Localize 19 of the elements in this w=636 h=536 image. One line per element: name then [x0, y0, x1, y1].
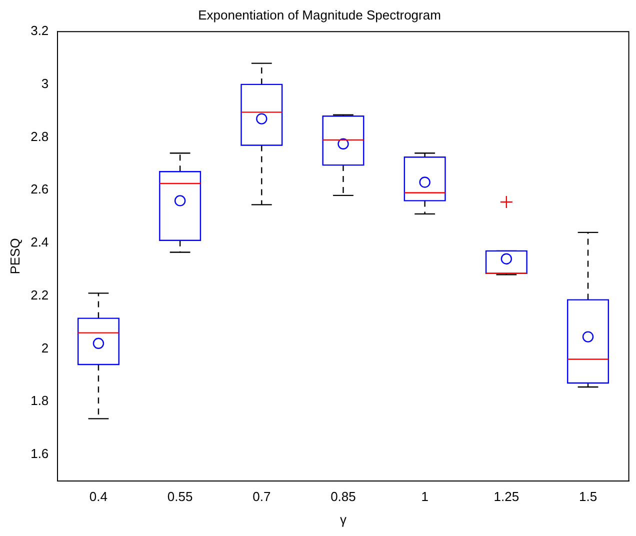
x-tick-label: 1 [421, 489, 428, 504]
y-tick-label: 2.2 [30, 287, 49, 302]
x-tick-label: 0.55 [167, 489, 193, 504]
y-tick-label: 2.4 [30, 234, 49, 250]
y-tick-label: 1.6 [30, 446, 49, 461]
x-tick-label: 0.7 [252, 489, 271, 504]
y-tick-label: 2.6 [30, 182, 49, 197]
chart-title: Exponentiation of Magnitude Spectrogram [198, 7, 441, 22]
y-tick-label: 1.8 [30, 393, 49, 408]
x-tick-label: 0.4 [89, 489, 108, 504]
y-tick-label: 3.2 [30, 23, 49, 38]
x-tick-label: 0.85 [330, 489, 356, 504]
y-tick-label: 2.8 [30, 128, 49, 144]
x-axis-title: γ [340, 512, 347, 527]
y-axis-title: PESQ [7, 238, 22, 274]
x-tick-label: 1.5 [578, 489, 598, 504]
y-tick-label: 3 [41, 76, 49, 92]
y-tick-label: 2 [41, 340, 49, 356]
x-tick-label: 1.25 [494, 489, 520, 504]
